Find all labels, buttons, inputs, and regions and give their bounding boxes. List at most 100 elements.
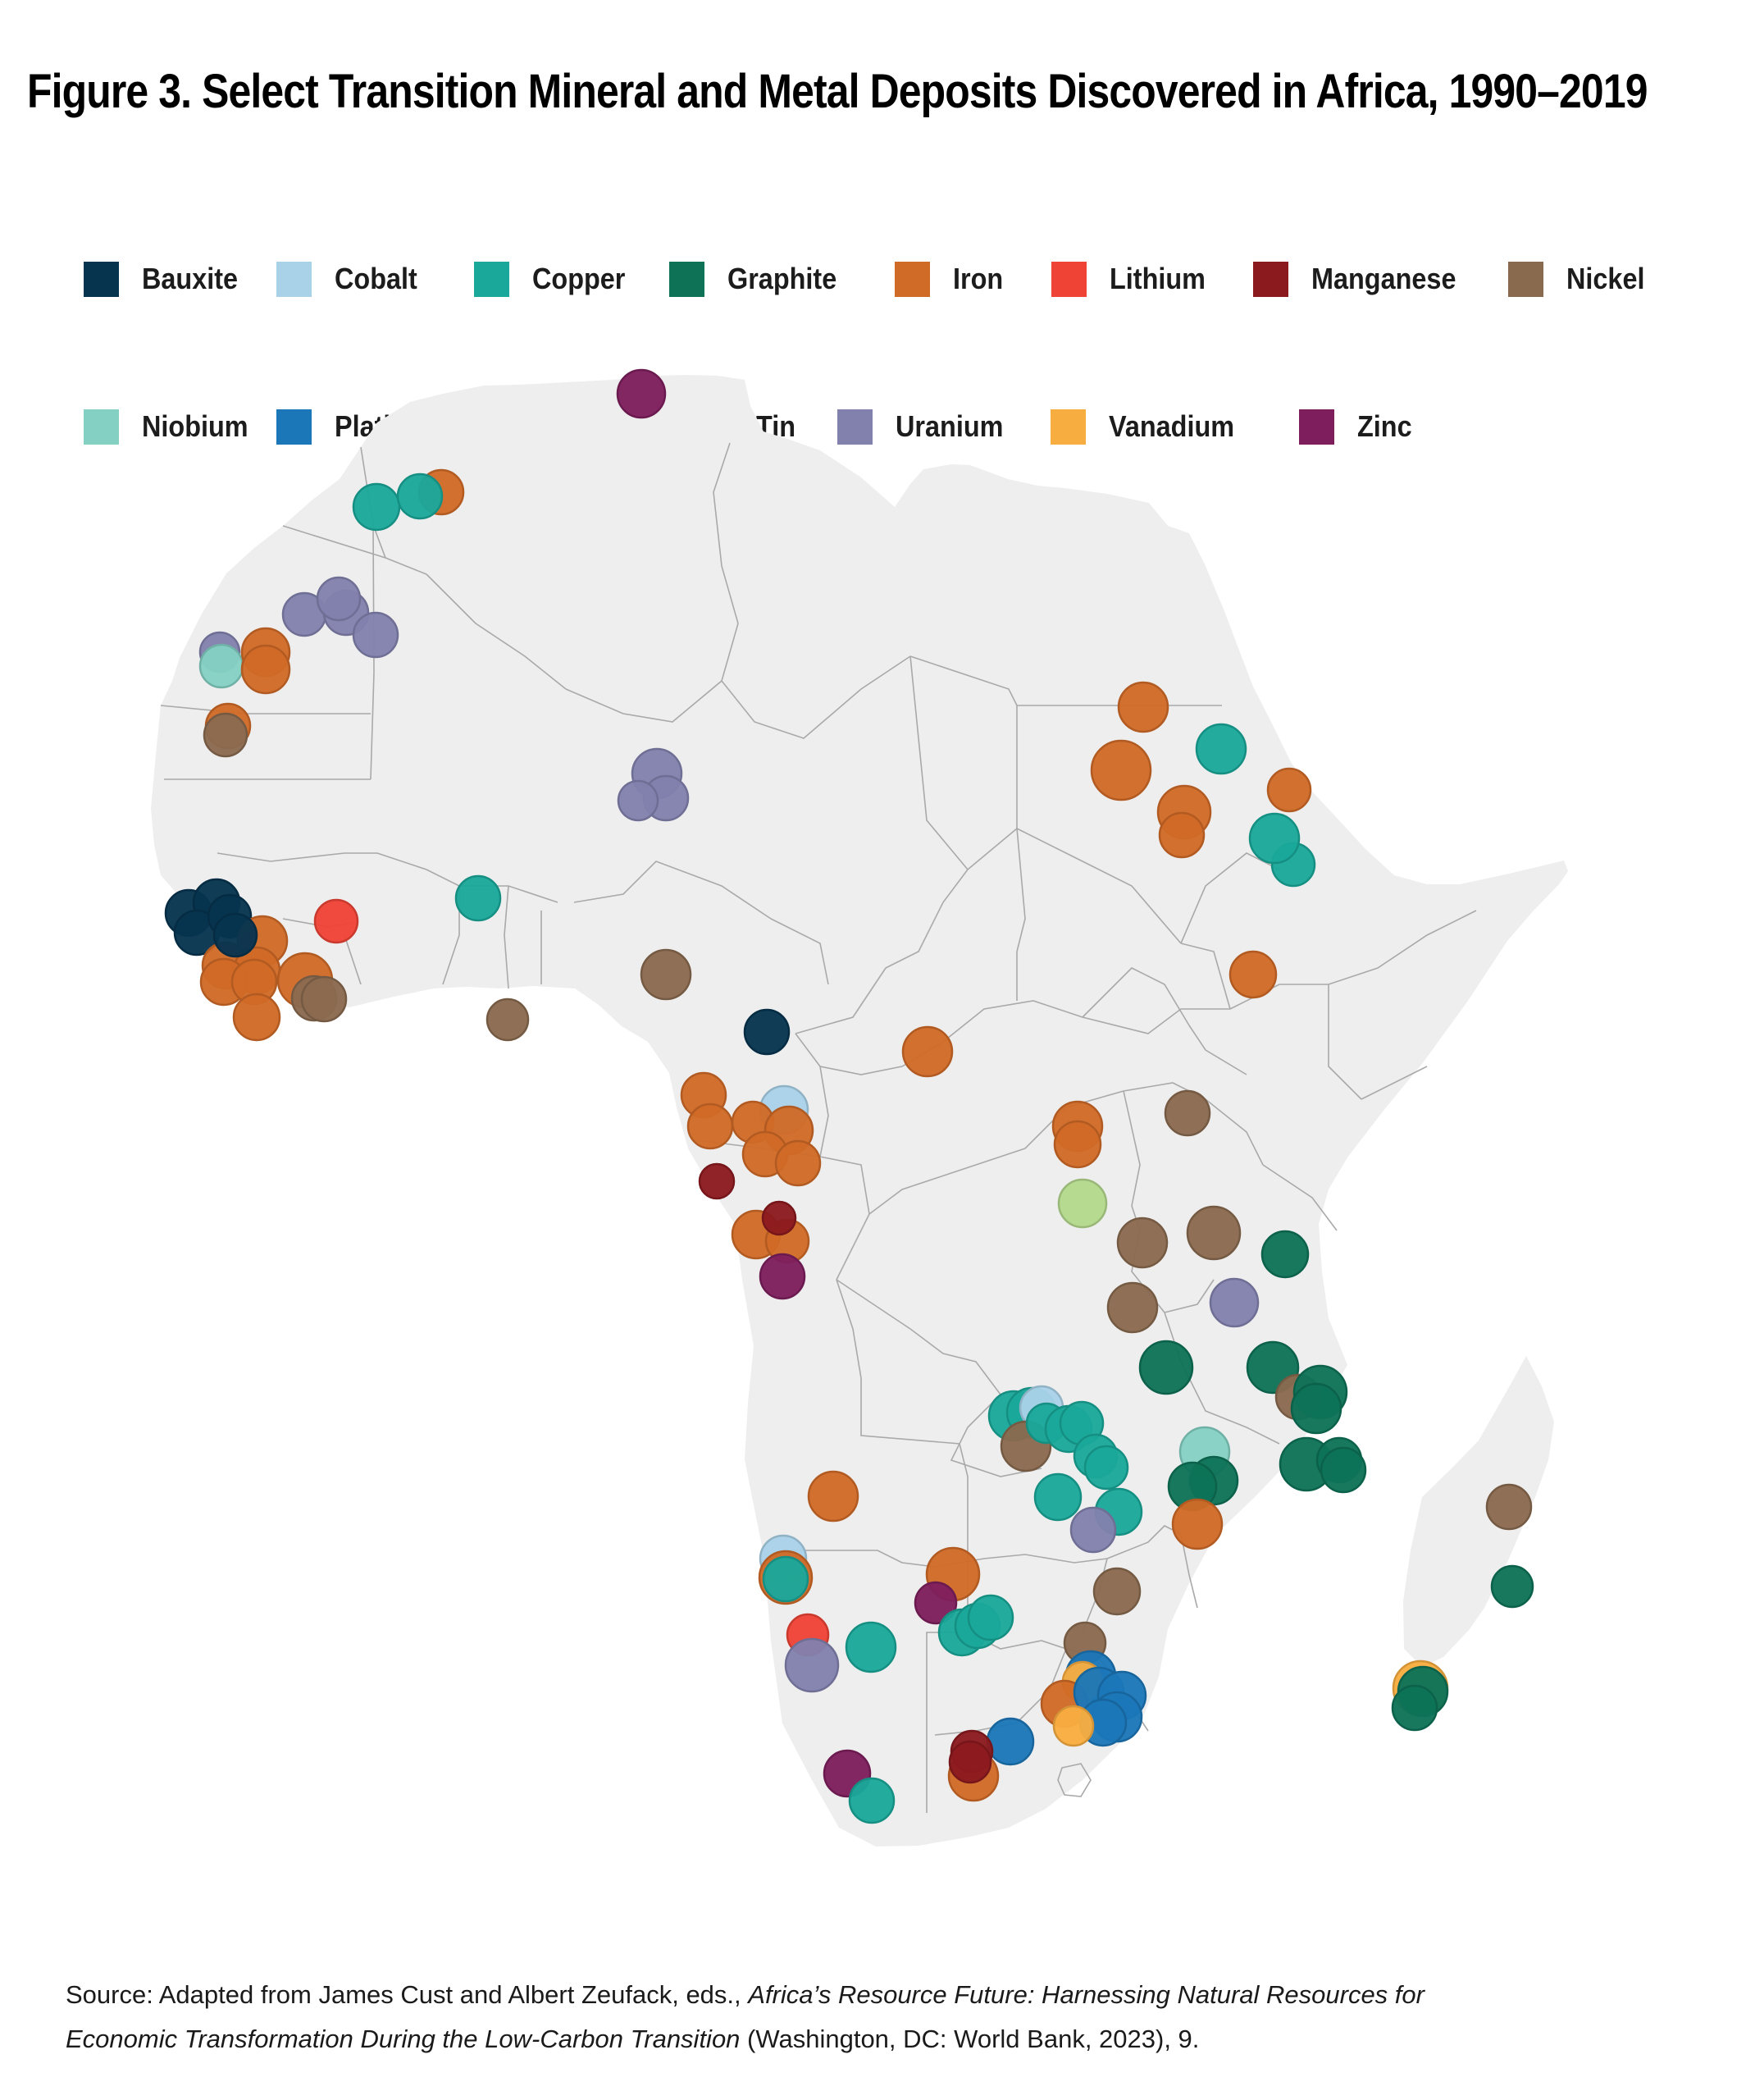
legend-label: Lithium (1110, 262, 1206, 295)
deposit-tin (1057, 1178, 1108, 1229)
country-border (819, 1156, 870, 1281)
country-border (1180, 852, 1280, 944)
deposit-zinc (759, 1253, 806, 1300)
country-border (942, 1000, 1083, 1043)
country-border (909, 1328, 1001, 1395)
deposit-graphite (1490, 1564, 1534, 1609)
legend-label: Zinc (1357, 409, 1412, 443)
deposit-uranium (784, 1637, 840, 1693)
deposit-markers (164, 368, 1534, 1824)
legend-label: Graphite (727, 262, 837, 295)
country-border (967, 828, 1182, 944)
legend-swatch (1508, 261, 1543, 297)
deposit-platinum-group-of-metals (986, 1717, 1035, 1766)
deposit-uranium (316, 576, 362, 622)
country-border (860, 1378, 969, 1477)
country-border (1123, 1090, 1141, 1207)
country-border (1180, 1533, 1198, 1609)
deposit-uranium (1209, 1277, 1260, 1328)
country-border (770, 918, 829, 985)
legend-label: Nickel (1566, 262, 1645, 295)
legend-label: Vanadium (1109, 409, 1235, 443)
country-border (426, 573, 567, 690)
legend-item-niobium: Niobium (84, 409, 260, 445)
deposit-manganese (948, 1740, 992, 1784)
legend-item-cobalt: Cobalt (276, 261, 426, 297)
deposit-copper (1195, 723, 1247, 775)
country-border (217, 852, 377, 862)
country-border (1262, 1164, 1338, 1231)
deposit-iron (1266, 767, 1312, 813)
deposit-iron (774, 1139, 822, 1187)
deposit-uranium (1069, 1506, 1117, 1554)
country-border (909, 655, 969, 870)
country-border (713, 442, 739, 624)
country-border (868, 1148, 1026, 1215)
legend-item-lithium: Lithium (1051, 261, 1216, 297)
deposit-iron (1117, 681, 1169, 733)
deposit-zinc (616, 368, 667, 419)
deposit-nickel (203, 712, 248, 758)
deposit-graphite (1290, 1382, 1342, 1435)
deposit-zinc (914, 1581, 958, 1625)
country-border (1188, 1025, 1247, 1075)
legend-item-copper: Copper (474, 261, 636, 297)
country-border (950, 1394, 1042, 1477)
legend-item-iron: Iron (895, 261, 1009, 297)
deposit-copper (352, 482, 401, 532)
deposit-iron (240, 644, 291, 695)
deposit-graphite (1391, 1684, 1438, 1732)
deposit-lithium (313, 898, 359, 944)
legend-swatch (669, 261, 704, 297)
deposit-iron (1053, 1120, 1102, 1169)
deposit-niobium (198, 643, 244, 689)
deposit-copper (967, 1594, 1014, 1641)
madagascar-landmass (1403, 1356, 1554, 1667)
legend-swatch (837, 409, 873, 445)
country-border (344, 934, 362, 985)
legend-item-zinc: Zinc (1299, 409, 1418, 445)
country-border (1328, 984, 1362, 1100)
legend-item-vanadium: Vanadium (1051, 409, 1248, 445)
country-border (836, 1279, 862, 1379)
country-border (573, 861, 772, 920)
deposit-iron (1171, 1498, 1224, 1550)
country-border (819, 1066, 829, 1157)
deposit-bauxite (743, 1008, 791, 1056)
deposit-vanadium (1052, 1705, 1095, 1747)
deposit-manganese (761, 1200, 797, 1236)
deposit-copper (396, 472, 444, 520)
figure-title: Figure 3. Select Transition Mineral and … (27, 65, 1648, 118)
country-border (836, 1279, 911, 1330)
deposit-nickel (485, 998, 530, 1042)
deposit-iron (1158, 811, 1206, 859)
deposit-graphite (1260, 1230, 1310, 1279)
deposit-nickel (1164, 1089, 1211, 1137)
country-border (795, 967, 887, 1034)
deposit-uranium (617, 779, 659, 822)
deposit-nickel (1485, 1483, 1533, 1531)
legend-label: Copper (532, 262, 626, 295)
deposit-nickel (1186, 1205, 1242, 1261)
deposit-nickel (1106, 1281, 1159, 1334)
legend-swatch (474, 261, 509, 297)
legend-swatch (1299, 409, 1334, 445)
deposit-copper (1033, 1472, 1083, 1522)
deposit-copper (762, 1555, 809, 1603)
country-border (565, 623, 739, 723)
legend-label: Iron (953, 262, 1004, 295)
legend-label: Cobalt (335, 262, 417, 295)
legend-swatch (276, 409, 312, 445)
country-border (1082, 1008, 1230, 1034)
legend-item-manganese: Manganese (1253, 261, 1472, 297)
country-border (370, 524, 375, 780)
deposit-nickel (300, 975, 348, 1023)
country-border (504, 885, 509, 989)
deposit-nickel (640, 948, 692, 1001)
legend-swatch (1253, 261, 1288, 297)
country-border (1082, 967, 1190, 1026)
deposit-graphite (1320, 1446, 1367, 1494)
legend-swatch (1051, 261, 1087, 297)
legend-label: Bauxite (142, 262, 239, 295)
source-note: Source: Adapted from James Cust and Albe… (66, 1973, 1425, 2061)
